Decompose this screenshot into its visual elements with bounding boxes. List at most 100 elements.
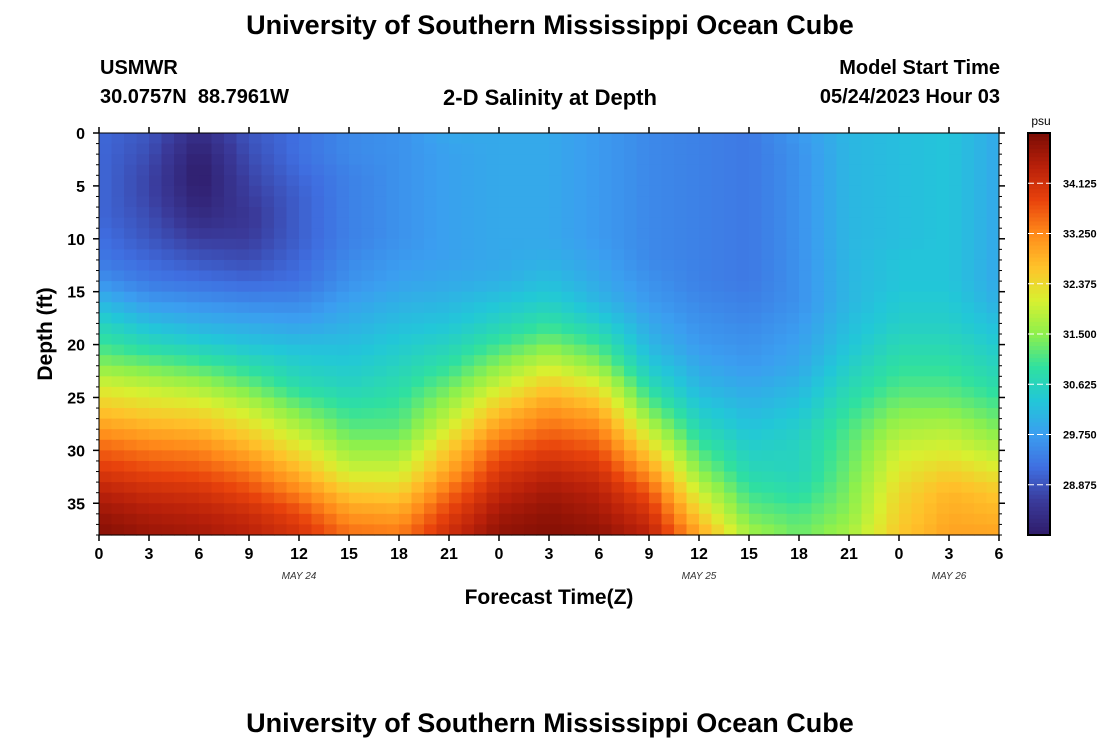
heatmap-cell xyxy=(911,270,925,282)
heatmap-cell xyxy=(899,312,913,325)
y-tick-label: 35 xyxy=(67,496,85,513)
heatmap-cell xyxy=(111,513,125,526)
heatmap-cell xyxy=(711,344,725,356)
heatmap-cell xyxy=(949,217,963,229)
heatmap-cell xyxy=(324,376,338,388)
heatmap-cell xyxy=(661,397,675,409)
heatmap-cell xyxy=(836,217,850,229)
heatmap-cell xyxy=(811,365,825,377)
heatmap-cell xyxy=(586,439,600,451)
heatmap-cell xyxy=(686,355,700,367)
heatmap-cell xyxy=(724,207,738,219)
heatmap-cell xyxy=(936,259,950,272)
heatmap-cell xyxy=(336,228,350,240)
heatmap-cell xyxy=(299,185,313,198)
heatmap-cell xyxy=(436,164,450,176)
heatmap-cell xyxy=(611,471,625,483)
heatmap-cell xyxy=(911,418,925,430)
colorbar-segment xyxy=(1028,297,1050,303)
heatmap-cell xyxy=(524,175,538,187)
heatmap-cell xyxy=(211,154,225,166)
heatmap-cell xyxy=(661,196,675,208)
heatmap-cell xyxy=(161,175,175,187)
heatmap-cell xyxy=(436,238,450,250)
heatmap-cell xyxy=(249,238,263,250)
heatmap-cell xyxy=(411,503,425,515)
heatmap-cell xyxy=(774,302,788,314)
heatmap-cell xyxy=(411,291,425,303)
heatmap-cell xyxy=(99,503,113,515)
heatmap-cell xyxy=(274,185,288,198)
heatmap-cell xyxy=(824,408,838,420)
heatmap-cell xyxy=(174,376,188,388)
heatmap-cell xyxy=(249,355,263,367)
heatmap-cell xyxy=(974,429,988,441)
heatmap-cell xyxy=(724,133,738,145)
heatmap-cell xyxy=(524,418,538,430)
heatmap-cell xyxy=(899,281,913,293)
heatmap-cell xyxy=(586,513,600,526)
heatmap-cell xyxy=(249,323,263,335)
heatmap-cell xyxy=(636,450,650,462)
heatmap-cell xyxy=(811,355,825,367)
heatmap-cell xyxy=(424,503,438,515)
heatmap-cell xyxy=(486,302,500,314)
heatmap-cell xyxy=(824,259,838,272)
heatmap-cell xyxy=(174,450,188,462)
heatmap-cell xyxy=(699,344,713,356)
heatmap-cell xyxy=(661,471,675,483)
heatmap-cell xyxy=(861,397,875,409)
heatmap-cell xyxy=(111,323,125,335)
heatmap-cell xyxy=(799,460,813,473)
heatmap-cell xyxy=(224,175,238,187)
heatmap-cell xyxy=(986,228,1000,240)
heatmap-cell xyxy=(899,154,913,166)
heatmap-cell xyxy=(636,259,650,272)
heatmap-cell xyxy=(286,344,300,356)
heatmap-cell xyxy=(624,439,638,451)
heatmap-cell xyxy=(736,207,750,219)
heatmap-cell xyxy=(699,524,713,536)
colorbar-segment xyxy=(1028,273,1050,279)
heatmap-cell xyxy=(949,439,963,451)
heatmap-cell xyxy=(924,217,938,229)
heatmap-cell xyxy=(274,291,288,303)
heatmap-cell xyxy=(311,365,325,377)
colorbar-segment xyxy=(1028,153,1050,158)
heatmap-cell xyxy=(136,185,150,198)
colorbar-segment xyxy=(1028,490,1050,496)
heatmap-cell xyxy=(324,513,338,526)
heatmap-cell xyxy=(399,196,413,208)
heatmap-cell xyxy=(949,376,963,388)
colorbar-unit: psu xyxy=(1031,114,1050,128)
heatmap-cell xyxy=(361,355,375,367)
heatmap-cell xyxy=(524,312,538,325)
heatmap-cell xyxy=(786,355,800,367)
colorbar-tick-label: 34.125 xyxy=(1063,178,1097,190)
heatmap-cell xyxy=(286,281,300,293)
heatmap-cell xyxy=(299,154,313,166)
heatmap-cell xyxy=(149,312,163,325)
heatmap-cell xyxy=(374,249,388,261)
heatmap-cell xyxy=(661,355,675,367)
colorbar-segment xyxy=(1028,438,1050,444)
heatmap-cell xyxy=(874,238,888,250)
heatmap-cell xyxy=(324,217,338,229)
heatmap-cell xyxy=(124,429,138,441)
heatmap-cell xyxy=(674,207,688,219)
heatmap-cell xyxy=(499,133,513,145)
heatmap-cell xyxy=(886,513,900,526)
heatmap-cell xyxy=(474,439,488,451)
heatmap-cell xyxy=(649,281,663,293)
colorbar-segment xyxy=(1028,149,1050,154)
heatmap-cell xyxy=(274,154,288,166)
heatmap-cell xyxy=(761,175,775,187)
heatmap-cell xyxy=(824,365,838,377)
heatmap-cell xyxy=(149,334,163,346)
heatmap-cell xyxy=(374,439,388,451)
heatmap-cell xyxy=(861,503,875,515)
heatmap-cell xyxy=(611,524,625,536)
heatmap-cell xyxy=(124,217,138,229)
heatmap-cell xyxy=(886,249,900,261)
heatmap-cell xyxy=(324,386,338,399)
